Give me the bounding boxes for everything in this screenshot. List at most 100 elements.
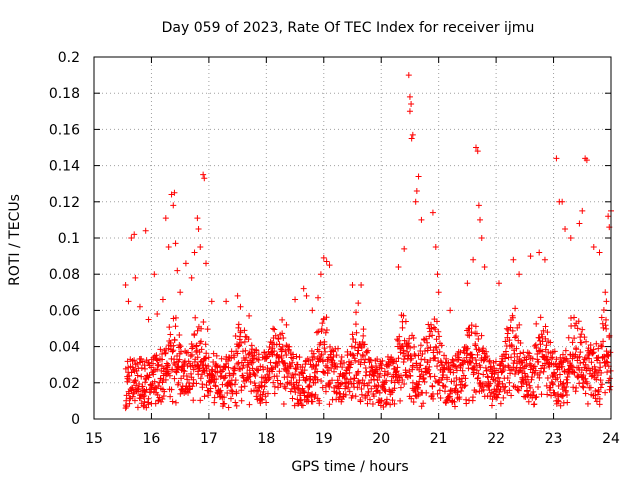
data-point — [563, 391, 570, 398]
data-point — [426, 363, 433, 370]
y-tick-label: 0.04 — [49, 340, 80, 356]
data-point — [434, 271, 441, 278]
data-point — [342, 391, 349, 398]
data-point — [252, 372, 259, 379]
data-point — [436, 387, 443, 394]
data-point — [311, 373, 318, 380]
data-point — [579, 207, 586, 214]
data-point — [383, 396, 390, 403]
data-point — [159, 296, 166, 303]
data-point — [193, 342, 200, 349]
data-point — [134, 404, 141, 411]
data-point — [279, 330, 286, 337]
data-point — [580, 384, 587, 391]
data-point — [573, 384, 580, 391]
data-point — [374, 356, 381, 363]
data-point — [535, 358, 542, 365]
data-point — [134, 360, 141, 367]
data-point — [607, 349, 614, 356]
data-point — [497, 386, 504, 393]
data-point — [227, 395, 234, 402]
data-point — [392, 369, 399, 376]
data-point — [234, 350, 241, 357]
data-point — [170, 202, 177, 209]
data-point — [409, 332, 416, 339]
data-point — [385, 369, 392, 376]
data-point — [271, 348, 278, 355]
data-point — [171, 356, 178, 363]
data-point — [349, 282, 356, 289]
data-point — [364, 392, 371, 399]
data-point — [406, 368, 413, 375]
data-point — [238, 397, 245, 404]
data-point — [177, 390, 184, 397]
data-point — [196, 365, 203, 371]
data-point — [214, 363, 221, 370]
data-point — [292, 296, 299, 303]
data-point — [508, 392, 515, 399]
data-point — [417, 342, 424, 349]
data-point — [494, 382, 501, 389]
data-point — [162, 215, 169, 222]
data-point — [318, 377, 325, 384]
data-point — [347, 376, 354, 383]
data-point — [408, 135, 415, 142]
data-point — [269, 339, 276, 346]
data-point — [588, 373, 595, 380]
data-point — [355, 378, 362, 385]
data-point — [346, 369, 353, 376]
data-point — [416, 378, 423, 385]
data-point — [395, 337, 402, 344]
data-point — [225, 364, 232, 371]
data-point — [181, 361, 188, 368]
data-point — [296, 354, 303, 361]
data-point — [261, 349, 268, 356]
data-point — [482, 364, 489, 371]
data-point — [432, 244, 439, 251]
data-point — [547, 339, 554, 346]
data-point — [487, 363, 494, 370]
data-point — [483, 367, 490, 374]
data-point — [353, 329, 360, 336]
data-point — [194, 327, 201, 334]
data-point — [260, 366, 267, 373]
data-point — [276, 368, 283, 375]
data-point — [376, 374, 383, 381]
data-point — [376, 389, 383, 396]
data-point — [405, 72, 412, 79]
data-point — [193, 380, 200, 387]
data-point — [252, 382, 259, 389]
data-point — [168, 386, 175, 393]
data-point — [326, 262, 333, 269]
data-point — [551, 348, 558, 355]
data-point — [195, 225, 202, 232]
data-point — [473, 367, 480, 374]
data-point — [360, 332, 367, 339]
data-point — [200, 171, 207, 178]
data-point — [263, 399, 270, 406]
x-axis-label: GPS time / hours — [291, 459, 408, 475]
data-point — [526, 350, 533, 357]
data-point — [205, 363, 212, 370]
data-point — [478, 235, 485, 241]
data-point — [194, 354, 201, 361]
data-point — [500, 367, 507, 374]
data-point — [495, 374, 502, 381]
data-point — [532, 341, 539, 348]
data-point — [401, 381, 408, 388]
data-point — [175, 379, 182, 386]
data-point — [582, 375, 589, 382]
data-point — [413, 187, 420, 194]
data-point — [317, 271, 324, 278]
data-point — [160, 392, 167, 399]
data-point — [289, 395, 296, 402]
data-point — [357, 361, 364, 368]
data-point — [203, 350, 210, 357]
y-tick-label: 0 — [71, 412, 80, 428]
data-point — [358, 282, 365, 289]
data-point — [420, 375, 427, 382]
data-point — [292, 365, 299, 372]
data-point — [598, 314, 605, 321]
data-point — [262, 393, 269, 400]
data-point — [274, 377, 281, 384]
